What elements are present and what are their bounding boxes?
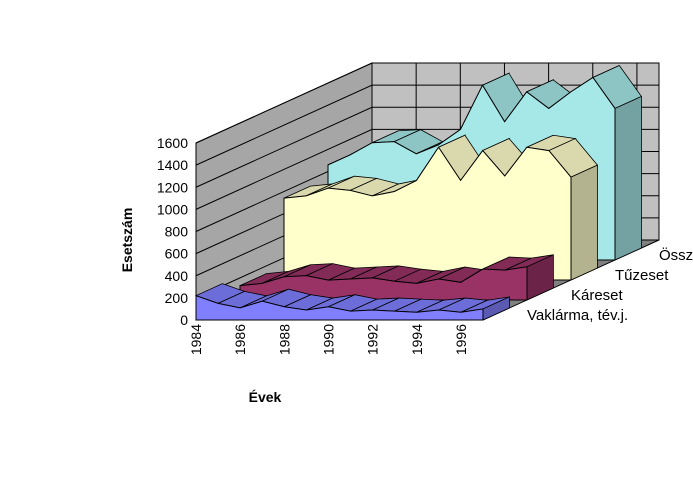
series-label-3: Összesen [659,246,693,264]
series-area-1: Káreset [239,254,624,304]
series-end-cap [614,95,642,261]
series-label-0: Vaklárma, tév.j. [527,307,628,324]
x-tick-label: 1986 [232,324,248,355]
series-front-face [239,266,528,301]
y-tick-label: 600 [165,246,189,262]
y-tick-label: 1600 [157,135,188,151]
x-tick-label: 1992 [365,324,381,355]
y-axis-title: Esetszám [119,208,135,273]
series-label-1: Káreset [571,287,624,304]
series-area-2: Tűzeset [283,134,669,284]
y-tick-label: 1000 [157,201,188,217]
series-label-2: Tűzeset [615,267,669,284]
y-tick-label: 1400 [157,157,188,173]
series-front-face [195,294,484,321]
y-tick-label: 400 [165,268,189,284]
x-tick-label: 1990 [320,324,336,355]
y-tick-label: 200 [165,290,189,306]
x-tick-label: 1994 [409,324,425,355]
tick-labels: 0 200 400 600 800 1000 1200 1400 1600 1984 1986 198… [157,135,469,355]
series-layer: Összesen Tűzeset Káreset Vaklárma, tév.j. [194,64,693,324]
series-area-0: Vaklárma, tév.j. [194,283,628,324]
x-axis-title: Évek [249,389,282,405]
series-front-face [283,146,572,281]
y-tick-label: 800 [165,224,189,240]
y-tick-label: 1200 [157,179,188,195]
x-tick-label: 1984 [188,324,204,355]
x-tick-label: 1996 [453,324,469,355]
y-tick-label: 0 [180,312,188,328]
series-end-cap [570,164,598,281]
x-tick-label: 1988 [276,324,292,355]
